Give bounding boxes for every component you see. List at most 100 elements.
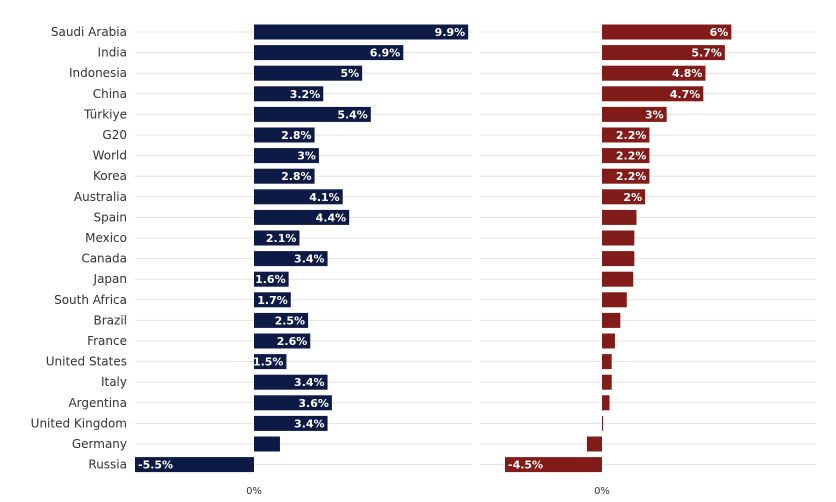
bar-label-saudi-arabia: 9.9% (435, 26, 466, 39)
bar-label-indonesia: 4.8% (672, 67, 703, 80)
bar-australia (602, 189, 646, 205)
bar-united-states (254, 354, 287, 370)
bar-mexico (254, 230, 300, 246)
bar-united-kingdom (602, 415, 604, 431)
bar-label-saudi-arabia: 6% (710, 26, 729, 39)
category-label-g20: G20 (102, 128, 127, 142)
bar-argentina (602, 395, 610, 411)
bar-indonesia (602, 65, 706, 81)
bar-label-france: 2.6% (277, 335, 308, 348)
bar-italy (602, 374, 612, 390)
category-label-saudi-arabia: Saudi Arabia (51, 25, 127, 39)
bar-label-united-kingdom: 3.4% (294, 417, 325, 430)
bar-label-spain: 4.4% (316, 211, 347, 224)
bar-label-south-africa: 1.7% (257, 294, 288, 307)
category-label-china: China (93, 87, 127, 101)
category-label-world: World (93, 149, 127, 163)
category-label-spain: Spain (93, 210, 127, 224)
bar-saudi-arabia (602, 24, 732, 40)
bar-label-australia: 2% (623, 191, 642, 204)
bar-label-australia: 4.1% (309, 191, 340, 204)
bar-canada (602, 251, 635, 267)
right-panel: 6% 5.7% 4.8% 4.7% 3% 2.2% 2.2% 2.2% 2% -4.5% 0% (505, 24, 732, 497)
grid-layer (135, 31, 816, 466)
bar-label-united-states: 1.5% (253, 356, 284, 369)
bar-india (602, 45, 725, 61)
bar-germany (586, 436, 602, 452)
category-label-australia: Australia (74, 190, 127, 204)
bar-label-russia: -4.5% (508, 459, 543, 472)
bar-label-china: 3.2% (290, 88, 321, 101)
bar-label-russia: -5.5% (138, 459, 173, 472)
category-label-south-africa: South Africa (54, 293, 127, 307)
bar-turkiye (602, 106, 667, 122)
bar-world (254, 148, 319, 164)
bar-canada (254, 251, 328, 267)
bar-label-turkiye: 5.4% (337, 108, 368, 121)
bar-label-g20: 2.8% (281, 129, 312, 142)
bar-australia (254, 189, 343, 205)
bar-india (254, 45, 404, 61)
bar-south-africa (602, 292, 627, 308)
bar-korea (254, 168, 315, 184)
bar-russia (135, 457, 254, 473)
category-label-germany: Germany (72, 437, 127, 451)
bar-japan (602, 271, 634, 287)
bar-france (254, 333, 311, 349)
left-panel: 9.9% 6.9% 5% 3.2% 5.4% 2.8% 3% 2.8% 4.1% 4.4% 2.1%… (135, 24, 469, 497)
bar-japan (254, 271, 289, 287)
bar-indonesia (254, 65, 363, 81)
bar-mexico (602, 230, 635, 246)
bar-brazil (602, 312, 621, 328)
bar-china (602, 86, 704, 102)
bar-label-turkiye: 3% (645, 108, 664, 121)
category-label-japan: Japan (93, 272, 127, 286)
bar-g20 (254, 127, 315, 143)
bar-south-africa (254, 292, 291, 308)
category-label-mexico: Mexico (85, 231, 127, 245)
bar-label-indonesia: 5% (340, 67, 359, 80)
bar-saudi-arabia (254, 24, 469, 40)
bar-label-india: 6.9% (370, 47, 401, 60)
x-tick-label-zero: 0% (246, 486, 262, 497)
bar-label-china: 4.7% (670, 88, 701, 101)
bar-italy (254, 374, 328, 390)
bar-label-argentina: 3.6% (298, 397, 329, 410)
bar-label-italy: 3.4% (294, 376, 325, 389)
category-label-italy: Italy (101, 375, 127, 389)
bar-china (254, 86, 324, 102)
bar-label-brazil: 2.5% (275, 314, 306, 327)
category-label-india: India (98, 46, 127, 60)
category-label-argentina: Argentina (68, 396, 127, 410)
bar-united-states (602, 354, 612, 370)
bar-korea (602, 168, 650, 184)
bar-russia (505, 457, 602, 473)
category-label-united-kingdom: United Kingdom (31, 416, 127, 430)
bar-label-canada: 3.4% (294, 253, 325, 266)
category-label-brazil: Brazil (94, 313, 128, 327)
category-label-korea: Korea (93, 169, 127, 183)
bar-germany (254, 436, 280, 452)
category-label-indonesia: Indonesia (69, 66, 127, 80)
category-label-russia: Russia (88, 458, 127, 472)
bar-spain (254, 209, 350, 225)
category-label-united-states: United States (46, 355, 127, 369)
bar-label-india: 5.7% (691, 47, 722, 60)
bar-label-world: 3% (297, 150, 316, 163)
bar-label-g20: 2.2% (616, 129, 647, 142)
bar-label-world: 2.2% (616, 150, 647, 163)
bar-brazil (254, 312, 309, 328)
category-label-canada: Canada (81, 252, 127, 266)
bar-united-kingdom (254, 415, 328, 431)
bar-label-japan: 1.6% (255, 273, 286, 286)
bar-turkiye (254, 106, 371, 122)
category-labels: Saudi Arabia India Indonesia China Türkiye G2… (31, 25, 127, 472)
bar-world (602, 148, 650, 164)
bar-g20 (602, 127, 650, 143)
category-label-turkiye: Türkiye (83, 107, 127, 121)
bar-spain (602, 209, 637, 225)
bar-label-mexico: 2.1% (266, 232, 297, 245)
bar-label-korea: 2.8% (281, 170, 312, 183)
bar-argentina (254, 395, 332, 411)
